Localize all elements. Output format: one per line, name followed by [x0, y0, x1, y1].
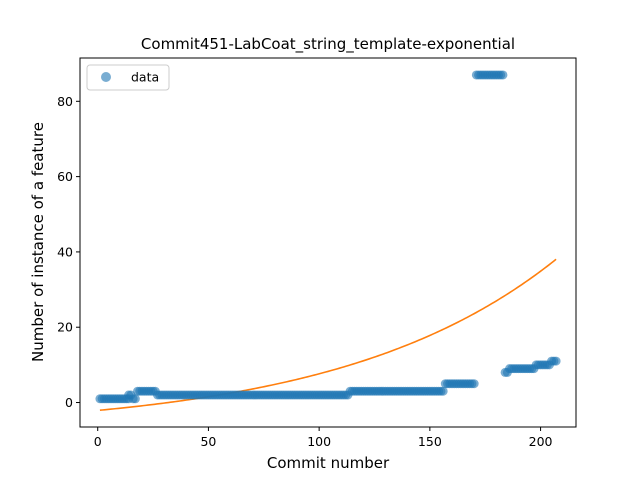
x-tick-label: 0: [94, 434, 102, 449]
data-point: [438, 386, 448, 396]
x-axis-ticks: 0 50 100 150 200: [94, 427, 553, 449]
y-tick-label: 60: [57, 169, 73, 184]
y-tick-label: 80: [57, 94, 73, 109]
y-axis-label: Number of instance of a feature: [29, 122, 47, 362]
data-point: [498, 70, 508, 80]
x-tick-label: 50: [200, 434, 216, 449]
y-tick-label: 20: [57, 320, 73, 335]
x-tick-label: 100: [307, 434, 331, 449]
fit-layer: [99, 258, 557, 412]
data-point: [469, 379, 479, 389]
fit-curve: [99, 258, 557, 412]
x-axis-label: Commit number: [267, 454, 390, 472]
data-point: [130, 394, 140, 404]
x-tick-label: 150: [418, 434, 442, 449]
legend: data: [86, 64, 170, 91]
chart-title: Commit451-LabCoat_string_template-expone…: [141, 35, 515, 54]
legend-label-data: data: [131, 70, 159, 85]
legend-marker-data: [101, 72, 111, 82]
legend-box: [86, 64, 170, 91]
x-tick-label: 200: [529, 434, 553, 449]
y-tick-label: 40: [57, 244, 73, 259]
data-points: [95, 70, 561, 404]
y-tick-label: 0: [65, 395, 73, 410]
data-point: [551, 356, 561, 366]
plot-area: [95, 70, 561, 412]
y-axis-ticks: 0 20 40 60 80: [57, 94, 80, 410]
axes-frame: [79, 57, 577, 428]
